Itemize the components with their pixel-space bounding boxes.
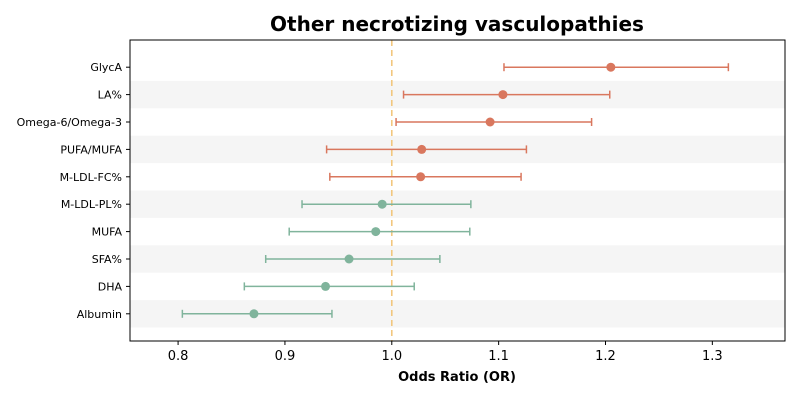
x-axis-ticks: 0.8 0.9 1.0 1.1 1.2 1.3 [168, 341, 723, 364]
y-tick-label: M-LDL-FC% [60, 171, 122, 184]
point-estimate [606, 62, 616, 72]
point-estimate [485, 117, 495, 127]
y-tick-label: Albumin [77, 308, 122, 321]
y-tick-label: Omega-6/Omega-3 [17, 116, 122, 129]
point-estimate [371, 227, 381, 237]
point-estimate [377, 199, 387, 209]
data-rows [181, 62, 730, 319]
y-tick-label: SFA% [92, 253, 122, 266]
estimate-row [395, 117, 593, 127]
point-estimate [344, 254, 354, 264]
y-tick-label: DHA [98, 280, 123, 293]
estimate-row [503, 62, 730, 72]
estimate-row [329, 172, 522, 182]
point-estimate [416, 172, 426, 182]
y-tick-label: LA% [98, 89, 122, 102]
x-tick-label: 1.1 [488, 349, 509, 364]
estimate-row [264, 254, 441, 264]
estimate-row [288, 227, 471, 237]
x-tick-label: 1.3 [702, 349, 723, 364]
x-tick-label: 1.0 [381, 349, 402, 364]
estimate-row [402, 90, 611, 100]
estimate-row [301, 199, 472, 209]
chart-title: Other necrotizing vasculopathies [270, 12, 644, 36]
estimate-row [243, 281, 415, 291]
row-shade [130, 245, 785, 273]
x-axis-label: Odds Ratio (OR) [398, 370, 516, 385]
estimate-row [325, 144, 528, 154]
point-estimate [417, 144, 427, 154]
y-tick-label: M-LDL-PL% [61, 198, 122, 211]
estimate-row [181, 309, 333, 319]
x-tick-label: 1.2 [595, 349, 616, 364]
y-tick-label: GlycA [90, 61, 122, 74]
y-tick-label: PUFA/MUFA [60, 143, 122, 156]
point-estimate [321, 281, 331, 291]
x-tick-label: 0.9 [275, 349, 296, 364]
x-tick-label: 0.8 [168, 349, 189, 364]
point-estimate [498, 90, 508, 100]
plot-frame [129, 39, 786, 342]
y-axis-labels: GlycA LA% Omega-6/Omega-3 PUFA/MUFA M-LDL-FC… [17, 61, 130, 321]
y-tick-label: MUFA [92, 226, 123, 239]
point-estimate [249, 309, 259, 319]
